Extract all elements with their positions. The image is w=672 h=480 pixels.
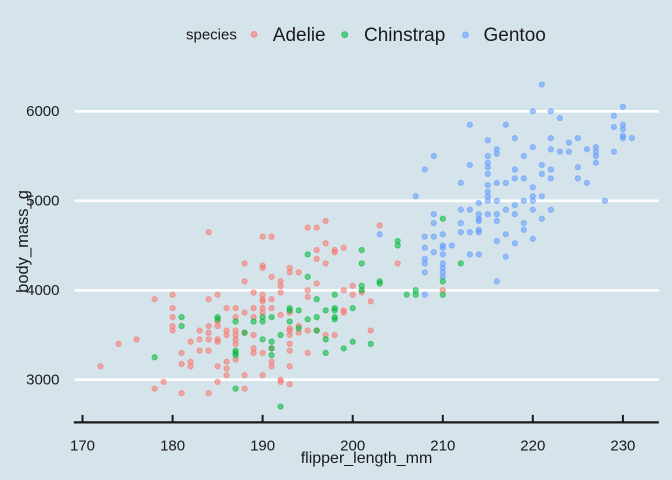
svg-text:210: 210 [430,438,455,455]
svg-text:3000: 3000 [26,372,59,389]
svg-text:6000: 6000 [26,103,59,120]
svg-text:species: species [186,27,237,44]
svg-text:170: 170 [70,438,95,455]
svg-text:body_mass_g: body_mass_g [14,190,32,293]
svg-text:Chinstrap: Chinstrap [364,25,445,46]
svg-text:230: 230 [610,438,635,455]
svg-text:190: 190 [250,438,275,455]
svg-text:flipper_length_mm: flipper_length_mm [301,450,433,467]
svg-text:Adelie: Adelie [273,25,326,46]
svg-text:200: 200 [340,438,365,455]
svg-text:Gentoo: Gentoo [484,25,546,46]
svg-text:4000: 4000 [26,282,59,299]
svg-text:180: 180 [160,438,185,455]
svg-text:220: 220 [520,438,545,455]
svg-text:5000: 5000 [26,193,59,210]
